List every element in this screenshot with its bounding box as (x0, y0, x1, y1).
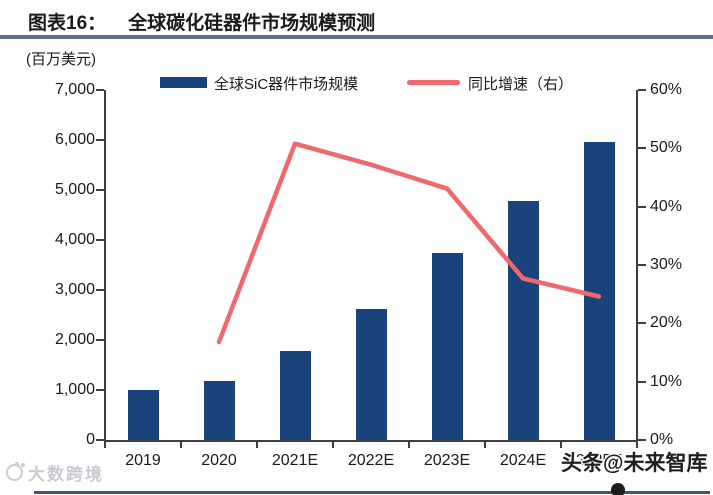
x-axis-label: 2020 (201, 452, 237, 469)
right-axis-tick (638, 322, 646, 325)
growth-line (216, 141, 602, 345)
y-axis-label-left: 3,000 (54, 281, 95, 298)
watermark-bottom-right: 头条@未来智库 (561, 452, 708, 475)
bar-2019 (127, 389, 159, 440)
left-axis-tick (96, 89, 104, 91)
x-axis-label: 2025E (575, 452, 623, 469)
bar-2022E (355, 309, 387, 440)
left-axis-line (104, 90, 106, 442)
y-axis-label-left: 4,000 (54, 231, 95, 248)
growth-line-layer (216, 141, 602, 345)
y-axis-label-right: 60% (650, 81, 683, 98)
right-axis-tick (638, 205, 646, 208)
y-axis-label-left: 2,000 (54, 331, 95, 348)
right-axis-tick (638, 380, 646, 383)
y-axis-label-right: 10% (650, 372, 683, 390)
x-axis-tick (560, 442, 562, 448)
y-axis-label-left: 5,000 (54, 181, 95, 198)
legend-line-swatch (407, 80, 460, 85)
x-axis-tick (408, 442, 410, 448)
y-axis-unit-label: (百万美元) (26, 51, 96, 68)
y-axis-label-left: 7,000 (54, 81, 95, 98)
y-axis-label-right: 20% (650, 314, 683, 332)
figure-title: 全球碳化硅器件市场规模预测 (128, 13, 376, 34)
left-axis-tick (96, 289, 104, 291)
y-axis-label-left: 6,000 (54, 131, 95, 148)
left-axis-tick (96, 439, 104, 441)
x-axis-tick (332, 442, 334, 448)
x-axis-label: 2021E (271, 452, 319, 469)
legend-bar-swatch (160, 77, 207, 88)
watermark-left-text: 大数跨境 (28, 465, 104, 484)
bar-2020 (203, 381, 235, 440)
title-divider (0, 35, 713, 39)
x-axis-tick (636, 442, 638, 448)
x-axis-label: 2023E (423, 452, 471, 469)
right-axis-tick (638, 264, 646, 266)
bar-2023E (431, 252, 463, 440)
y-axis-label-left: 0 (86, 431, 95, 448)
x-axis-tick (180, 442, 182, 448)
x-axis-tick (104, 442, 106, 448)
x-axis-tick (256, 442, 258, 448)
bar-2025E (583, 141, 615, 440)
left-axis-tick (96, 189, 104, 191)
right-axis-tick (638, 147, 646, 150)
x-axis-label: 2019 (125, 452, 161, 469)
left-axis-tick (96, 339, 104, 341)
x-axis-label: 2022E (347, 452, 395, 469)
left-axis-tick (96, 139, 104, 141)
y-axis-label-right: 30% (650, 256, 683, 273)
x-axis-label: 2024E (499, 452, 547, 469)
right-axis-tick (638, 89, 646, 91)
right-axis-line (636, 90, 638, 442)
watermark-logo-icon (6, 463, 25, 481)
page-title: 图表16： 全球碳化硅器件市场规模预测 (28, 8, 375, 35)
legend-bar-label: 全球SiC器件市场规模 (214, 76, 359, 93)
x-axis-line (104, 440, 638, 442)
x-axis-tick (484, 442, 486, 448)
legend-line-label: 同比增速（右） (468, 76, 574, 93)
figure-number: 图表16： (28, 13, 107, 34)
left-axis-tick (96, 239, 104, 241)
bar-2024E (507, 200, 539, 440)
y-axis-label-right: 0% (650, 431, 674, 448)
bar-2021E (279, 351, 311, 440)
y-axis-label-left: 1,000 (54, 381, 95, 398)
y-axis-label-right: 40% (650, 197, 683, 215)
left-axis-tick (96, 389, 104, 391)
watermark-logo-dot (611, 483, 625, 495)
watermark-bottom-left: 大数跨境 (6, 460, 104, 485)
right-axis-tick (638, 439, 646, 441)
footer-divider (34, 491, 710, 494)
y-axis-label-right: 50% (650, 139, 683, 157)
